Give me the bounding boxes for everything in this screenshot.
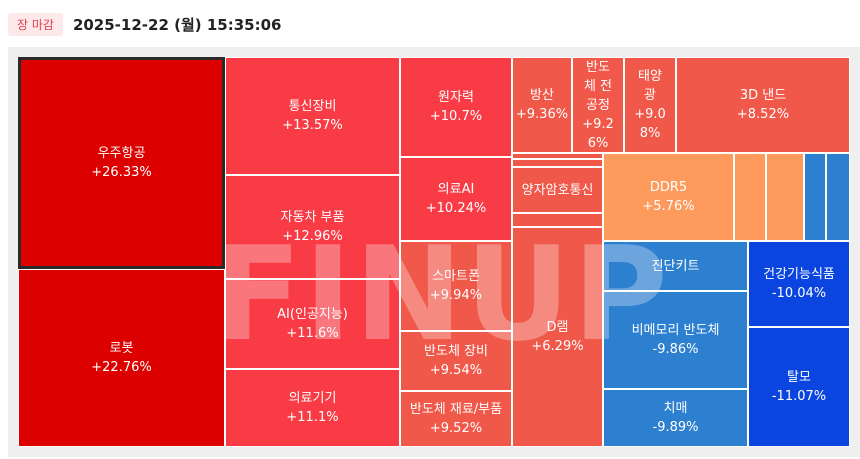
tile-quantum-crypto[interactable]: 양자암호통신 [512, 167, 603, 213]
tile-change: +8.52% [736, 107, 790, 122]
tile-change: +9.26% [582, 116, 614, 151]
tile-label: 반도체 전공정 [583, 59, 613, 113]
tile-change: -10.04% [771, 286, 827, 301]
tile-small-sector[interactable] [512, 213, 603, 227]
tile-solar[interactable]: 태양광 +9.08% [624, 57, 676, 153]
tile-label: 방산 [530, 88, 554, 103]
tile-semiconductor-front-end[interactable]: 반도체 전공정 +9.26% [572, 57, 624, 153]
tile-label: AI(인공지능) [277, 307, 348, 322]
tile-change: +26.33% [91, 165, 152, 180]
tile-change: +10.7% [429, 109, 483, 124]
tile-dram[interactable]: D램 +6.29% [512, 227, 603, 447]
tile-change: +22.76% [91, 360, 152, 375]
tile-label: 원자력 [438, 90, 474, 105]
tile-auto-parts[interactable]: 자동차 부품 +12.96% [225, 175, 400, 279]
tile-label: 태양광 [638, 69, 662, 103]
tile-label: 자동차 부품 [280, 210, 345, 225]
tile-change: +9.36% [515, 107, 569, 122]
tile-change: +9.08% [634, 107, 666, 141]
tile-diagnostic-kit[interactable]: 진단키트 [603, 241, 748, 291]
tile-label: 의료기기 [288, 391, 337, 406]
tile-change: -9.86% [652, 342, 699, 357]
tile-label: 스마트폰 [432, 269, 480, 284]
tile-label: 건강기능식품 [763, 267, 835, 282]
tile-change: +11.6% [286, 326, 339, 341]
tile-non-memory-semiconductor[interactable]: 비메모리 반도체 -9.86% [603, 291, 748, 389]
tile-change: +9.54% [429, 363, 483, 378]
tile-label: 반도체 재료/부품 [409, 402, 503, 417]
tile-ddr5[interactable]: DDR5 +5.76% [603, 153, 734, 241]
tile-telecom-equipment[interactable]: 통신장비 +13.57% [225, 57, 400, 175]
tile-label: D램 [546, 320, 569, 335]
tile-label: 치매 [663, 401, 688, 416]
tile-label: 3D 낸드 [739, 88, 787, 103]
tile-change: +11.1% [286, 410, 339, 425]
tile-change: +9.52% [429, 421, 483, 436]
tile-semiconductor-equipment[interactable]: 반도체 장비 +9.54% [400, 331, 512, 391]
tile-label: 의료AI [437, 182, 475, 197]
tile-small-sector[interactable] [826, 153, 850, 241]
treemap: 우주항공 +26.33% 로봇 +22.76% 통신장비 +13.57% 자동차… [8, 47, 860, 457]
tile-change: +5.76% [642, 199, 695, 214]
header: 장 마감 2025-12-22 (월) 15:35:06 [8, 12, 282, 36]
tile-3d-nand[interactable]: 3D 낸드 +8.52% [676, 57, 850, 153]
tile-nuclear[interactable]: 원자력 +10.7% [400, 57, 512, 157]
tile-label: 양자암호통신 [521, 182, 594, 198]
tile-change: -9.89% [652, 420, 699, 435]
tile-change: +12.96% [282, 229, 343, 244]
tile-hair-loss[interactable]: 탈모 -11.07% [748, 327, 850, 447]
tile-dementia[interactable]: 치매 -9.89% [603, 389, 748, 447]
tile-robot[interactable]: 로봇 +22.76% [18, 269, 225, 447]
tile-space[interactable]: 우주항공 +26.33% [18, 57, 225, 269]
tile-defense[interactable]: 방산 +9.36% [512, 57, 572, 153]
tile-label: 비메모리 반도체 [631, 323, 720, 338]
market-status-badge: 장 마감 [8, 12, 63, 36]
tile-label: 우주항공 [97, 146, 146, 161]
timestamp: 2025-12-22 (월) 15:35:06 [72, 15, 282, 34]
tile-small-sector[interactable] [804, 153, 826, 241]
tile-ai[interactable]: AI(인공지능) +11.6% [225, 279, 400, 369]
tile-small-sector[interactable] [734, 153, 766, 241]
tile-medical-device[interactable]: 의료기기 +11.1% [225, 369, 400, 447]
tile-change: +6.29% [531, 339, 584, 354]
tile-label: 로봇 [109, 341, 134, 356]
tile-label: 반도체 장비 [424, 344, 488, 359]
tile-medical-ai[interactable]: 의료AI +10.24% [400, 157, 512, 241]
tile-change: +9.94% [429, 288, 483, 303]
tile-change: +13.57% [282, 118, 343, 133]
tile-label: DDR5 [649, 180, 688, 195]
tile-label: 탈모 [787, 370, 811, 385]
tile-small-sector[interactable] [766, 153, 804, 241]
tile-semiconductor-materials[interactable]: 반도체 재료/부품 +9.52% [400, 391, 512, 447]
tile-change: -11.07% [771, 389, 827, 404]
tile-small-sector[interactable] [512, 153, 603, 159]
tile-small-sector[interactable] [512, 159, 603, 167]
tile-label: 진단키트 [651, 258, 700, 274]
tile-change: +10.24% [425, 201, 487, 216]
tile-label: 통신장비 [288, 99, 337, 114]
tile-smartphone[interactable]: 스마트폰 +9.94% [400, 241, 512, 331]
tile-health-food[interactable]: 건강기능식품 -10.04% [748, 241, 850, 327]
